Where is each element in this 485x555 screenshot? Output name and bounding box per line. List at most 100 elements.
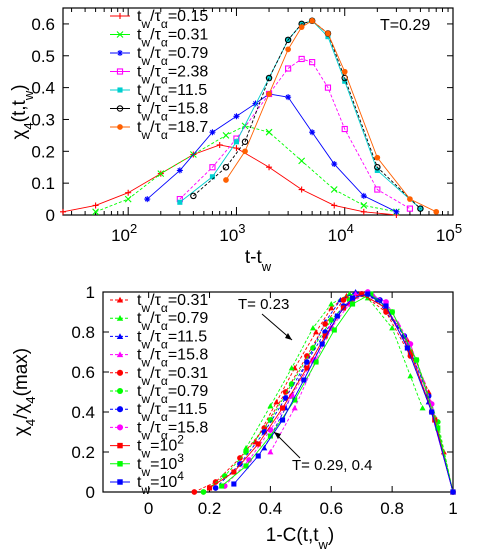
top-legend-entry: tw/τα=15.8 (137, 101, 208, 124)
top-series-line (225, 20, 437, 213)
bottom-series-line (233, 293, 454, 493)
top-data-point (407, 196, 413, 202)
bottom-data-point (340, 297, 347, 303)
bottom-legend-entry: tw/τα=15.8 (137, 347, 208, 370)
bottom-y-tick-label: 0.4 (71, 403, 95, 422)
bottom-data-point (350, 301, 356, 307)
bottom-data-point (206, 485, 213, 491)
bottom-data-point (346, 291, 353, 297)
top-data-point (233, 113, 240, 120)
bottom-data-point (419, 405, 426, 411)
top-data-point (374, 186, 381, 193)
bottom-legend-entry: tw/τα=0.79 (137, 383, 208, 406)
bottom-y-axis-label: χ4/χ4(max) (11, 348, 38, 436)
top-data-point (233, 139, 240, 145)
top-series-6 (223, 17, 440, 215)
top-data-point (433, 208, 440, 215)
top-data-point (216, 141, 223, 148)
bottom-x-tick-label: 0.6 (319, 499, 343, 518)
top-y-tick-label: 0.2 (31, 142, 55, 161)
top-series-3 (176, 55, 414, 212)
bottom-data-point (191, 489, 198, 495)
bottom-data-point (273, 399, 280, 405)
top-series-line (62, 144, 397, 216)
bottom-data-point (267, 427, 274, 433)
top-data-point (92, 202, 99, 209)
top-data-point (298, 157, 306, 165)
bottom-plot-frame (102, 291, 454, 493)
bottom-data-point (328, 317, 335, 323)
top-legend-marker (116, 31, 124, 38)
top-data-point (157, 170, 165, 177)
bottom-series-10 (231, 291, 456, 495)
top-data-point (209, 129, 216, 136)
top-legend-marker (117, 124, 123, 130)
top-data-point (325, 30, 331, 37)
top-data-point (330, 186, 338, 193)
bottom-data-point (407, 373, 414, 379)
bottom-y-tick-label: 1 (86, 283, 95, 302)
top-data-point (144, 196, 151, 203)
top-data-point (417, 205, 424, 212)
bottom-data-point (413, 357, 420, 363)
bottom-legend-marker (116, 369, 124, 376)
bottom-data-point (389, 309, 395, 315)
top-legend-marker (117, 13, 123, 19)
top-legend-entry: tw/τα=18.7 (137, 119, 208, 142)
top-legend-entry: tw/τα=0.15 (137, 8, 208, 31)
top-legend-entry: tw/τα=11.5 (137, 82, 207, 105)
bottom-data-point (310, 325, 316, 331)
bottom-data-point (267, 449, 274, 455)
bottom-data-point (334, 313, 340, 319)
bottom-data-point (319, 341, 325, 347)
top-x-tick-label: 103 (219, 221, 245, 245)
bottom-data-point (383, 303, 389, 309)
bottom-x-tick-label: 0 (144, 499, 153, 518)
top-data-point (177, 199, 183, 205)
top-panel: 0 0.1 0.2 0.3 0.4 0.5 0.6 102 103 104 105 tw/τα=0… (9, 7, 462, 274)
bottom-legend-entry: tw/τα=11.5 (137, 401, 207, 424)
bottom-data-point (231, 469, 237, 475)
bottom-data-point (219, 483, 225, 489)
bottom-data-point (255, 453, 261, 459)
bottom-data-point (313, 359, 319, 365)
bottom-data-point (331, 327, 337, 333)
top-y-tick-label: 0 (46, 206, 55, 225)
bottom-legend-entry: tw=102 (137, 433, 184, 461)
top-data-point (324, 84, 332, 91)
bottom-legend-marker (116, 387, 124, 395)
top-data-point (266, 164, 273, 171)
bottom-legend-marker (116, 296, 124, 303)
bottom-legend-marker (117, 479, 123, 485)
top-data-point (331, 161, 338, 168)
bottom-legend-entry: tw/τα=0.79 (137, 310, 208, 333)
top-data-point (374, 154, 381, 161)
bottom-data-point (292, 397, 298, 403)
top-series-line (193, 20, 421, 209)
top-data-point (360, 208, 367, 215)
bottom-legend-marker (116, 424, 124, 431)
top-legend-marker (117, 50, 123, 56)
bottom-data-point (404, 345, 410, 351)
bottom-data-point (243, 463, 249, 469)
bottom-data-point (282, 395, 289, 401)
bottom-series-line (221, 293, 454, 493)
top-data-point (285, 65, 292, 72)
top-data-point (176, 167, 183, 174)
top-plot-frame (62, 7, 454, 216)
top-data-point (341, 68, 348, 75)
top-data-point (60, 208, 66, 215)
top-data-point (284, 36, 292, 44)
bottom-y-tick-label: 0.2 (71, 443, 95, 462)
bottom-data-point (359, 291, 365, 297)
top-data-point (360, 202, 368, 209)
top-legend-marker (116, 105, 124, 112)
bottom-data-point (231, 481, 237, 487)
top-data-point (265, 128, 273, 136)
bottom-legend-marker (116, 333, 124, 339)
bottom-data-point (365, 291, 371, 297)
bottom-annotation-t029: T= 0.29, 0.4 (292, 457, 372, 474)
top-data-point (298, 24, 305, 30)
bottom-data-point (368, 291, 374, 297)
